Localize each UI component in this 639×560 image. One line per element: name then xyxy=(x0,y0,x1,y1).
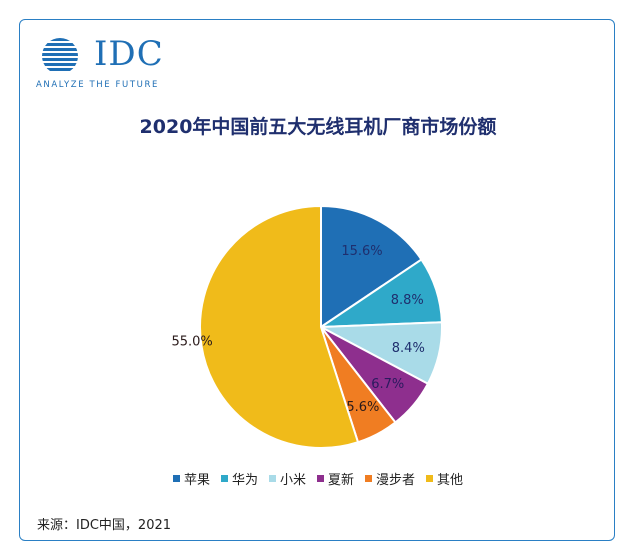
data-label-小米: 8.4% xyxy=(392,341,425,356)
legend-label: 小米 xyxy=(279,473,306,488)
pie-slice-苹果 xyxy=(320,204,423,329)
legend-swatch xyxy=(268,475,276,482)
legend-item: 漫步者 xyxy=(365,469,415,488)
legend-item: 夏新 xyxy=(317,469,354,488)
legend-swatch xyxy=(172,475,180,482)
legend-label: 苹果 xyxy=(183,473,210,488)
source-note: 来源：IDC中国，2021 xyxy=(37,518,172,533)
logo-wordmark: IDC xyxy=(94,34,164,74)
legend-swatch xyxy=(365,475,373,482)
data-label-漫步者: 5.6% xyxy=(346,400,379,415)
chart-card: IDC ANALYZE THE FUTURE 2020年中国前五大无线耳机厂商市… xyxy=(19,19,615,541)
data-label-华为: 8.8% xyxy=(391,293,424,308)
data-label-苹果: 15.6% xyxy=(341,244,382,259)
legend-item: 华为 xyxy=(220,469,258,488)
logo-tagline: ANALYZE THE FUTURE xyxy=(36,80,159,90)
legend-item: 小米 xyxy=(268,469,306,488)
idc-globe-icon xyxy=(42,38,78,71)
idc-logo: IDC ANALYZE THE FUTURE xyxy=(34,36,204,96)
chart-title: 2020年中国前五大无线耳机厂商市场份额 xyxy=(139,116,497,138)
legend-item: 其他 xyxy=(426,469,463,488)
data-label-其他: 55.0% xyxy=(171,334,212,349)
legend-label: 漫步者 xyxy=(376,473,416,488)
legend-item: 苹果 xyxy=(172,469,210,488)
legend-swatch xyxy=(220,475,228,482)
chart-legend: 苹果 华为 小米 夏新 漫步者 其他 xyxy=(20,469,616,488)
legend-swatch xyxy=(317,475,324,482)
legend-label: 其他 xyxy=(437,473,464,488)
data-label-夏新: 6.7% xyxy=(371,377,404,392)
pie-chart: 15.6% 8.8% 8.4% 6.7% 5.6% 55.0% xyxy=(171,204,443,449)
pie-slice-其他 xyxy=(199,204,360,449)
legend-label: 夏新 xyxy=(328,473,355,488)
legend-swatch xyxy=(426,475,434,482)
legend-label: 华为 xyxy=(231,473,258,488)
